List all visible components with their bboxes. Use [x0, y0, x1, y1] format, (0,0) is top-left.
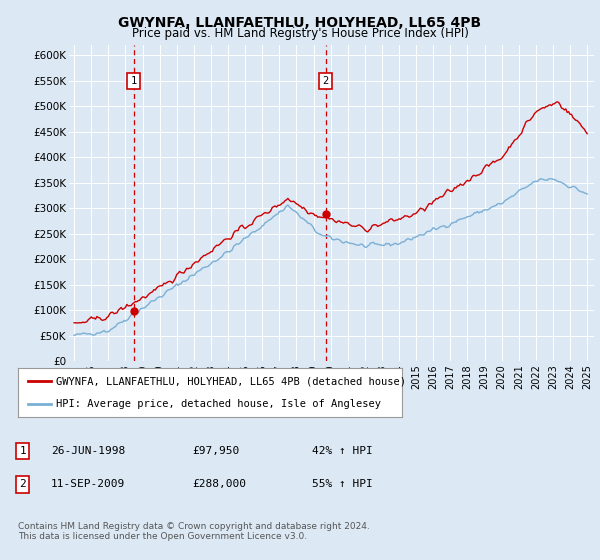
Text: GWYNFA, LLANFAETHLU, HOLYHEAD, LL65 4PB (detached house): GWYNFA, LLANFAETHLU, HOLYHEAD, LL65 4PB …	[56, 376, 406, 386]
Text: Price paid vs. HM Land Registry's House Price Index (HPI): Price paid vs. HM Land Registry's House …	[131, 27, 469, 40]
Text: 42% ↑ HPI: 42% ↑ HPI	[312, 446, 373, 456]
Text: 1: 1	[19, 446, 26, 456]
Text: 1: 1	[131, 76, 137, 86]
Text: £97,950: £97,950	[192, 446, 239, 456]
Text: GWYNFA, LLANFAETHLU, HOLYHEAD, LL65 4PB: GWYNFA, LLANFAETHLU, HOLYHEAD, LL65 4PB	[118, 16, 482, 30]
Text: 2: 2	[19, 479, 26, 489]
Text: HPI: Average price, detached house, Isle of Anglesey: HPI: Average price, detached house, Isle…	[56, 399, 382, 409]
Text: 55% ↑ HPI: 55% ↑ HPI	[312, 479, 373, 489]
Text: 2: 2	[322, 76, 329, 86]
Text: 11-SEP-2009: 11-SEP-2009	[51, 479, 125, 489]
Text: £288,000: £288,000	[192, 479, 246, 489]
Text: 26-JUN-1998: 26-JUN-1998	[51, 446, 125, 456]
Text: Contains HM Land Registry data © Crown copyright and database right 2024.
This d: Contains HM Land Registry data © Crown c…	[18, 522, 370, 542]
